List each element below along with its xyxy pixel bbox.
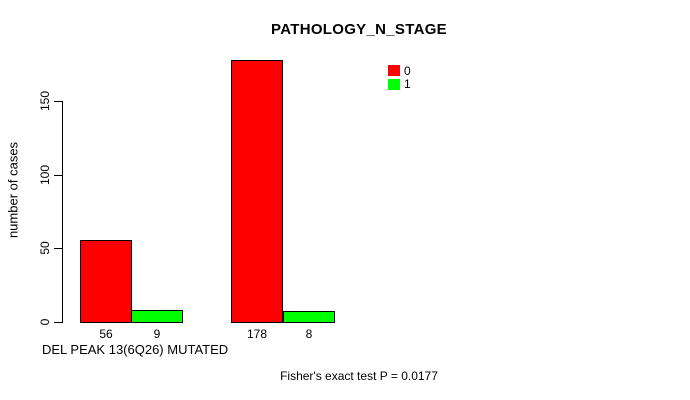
legend-item-1: 1 [388,78,411,92]
legend-label: 1 [404,77,411,92]
y-axis-tick-label: 50 [38,241,52,255]
y-axis-tick [54,322,62,323]
y-axis-tick-label: 0 [38,318,52,326]
bar-group2-series1 [283,311,335,323]
legend-swatch-red [388,65,400,77]
y-axis-tick [54,175,62,176]
legend-label: 0 [404,63,411,78]
y-axis-tick-label: 150 [38,90,52,112]
chart-title: PATHOLOGY_N_STAGE [271,21,447,38]
bar-value-label: 56 [99,327,113,341]
bar-group1-series0 [80,240,132,323]
bar-value-label: 178 [246,327,268,341]
legend: 0 1 [388,64,411,91]
bar-group2-series0 [231,60,283,323]
bar-value-label: 8 [305,327,313,341]
bar-value-label: 9 [153,327,161,341]
y-axis-tick-label: 100 [38,164,52,186]
y-axis-label: number of cases [5,141,21,239]
y-axis-line [62,101,63,323]
y-axis-tick [54,248,62,249]
y-axis-tick [54,101,62,102]
x-axis-label: DEL PEAK 13(6Q26) MUTATED [42,342,229,357]
statistical-test-annotation: Fisher's exact test P = 0.0177 [280,369,438,383]
legend-item-0: 0 [388,64,411,78]
legend-swatch-green [388,78,400,90]
bar-group1-series1 [131,310,183,323]
